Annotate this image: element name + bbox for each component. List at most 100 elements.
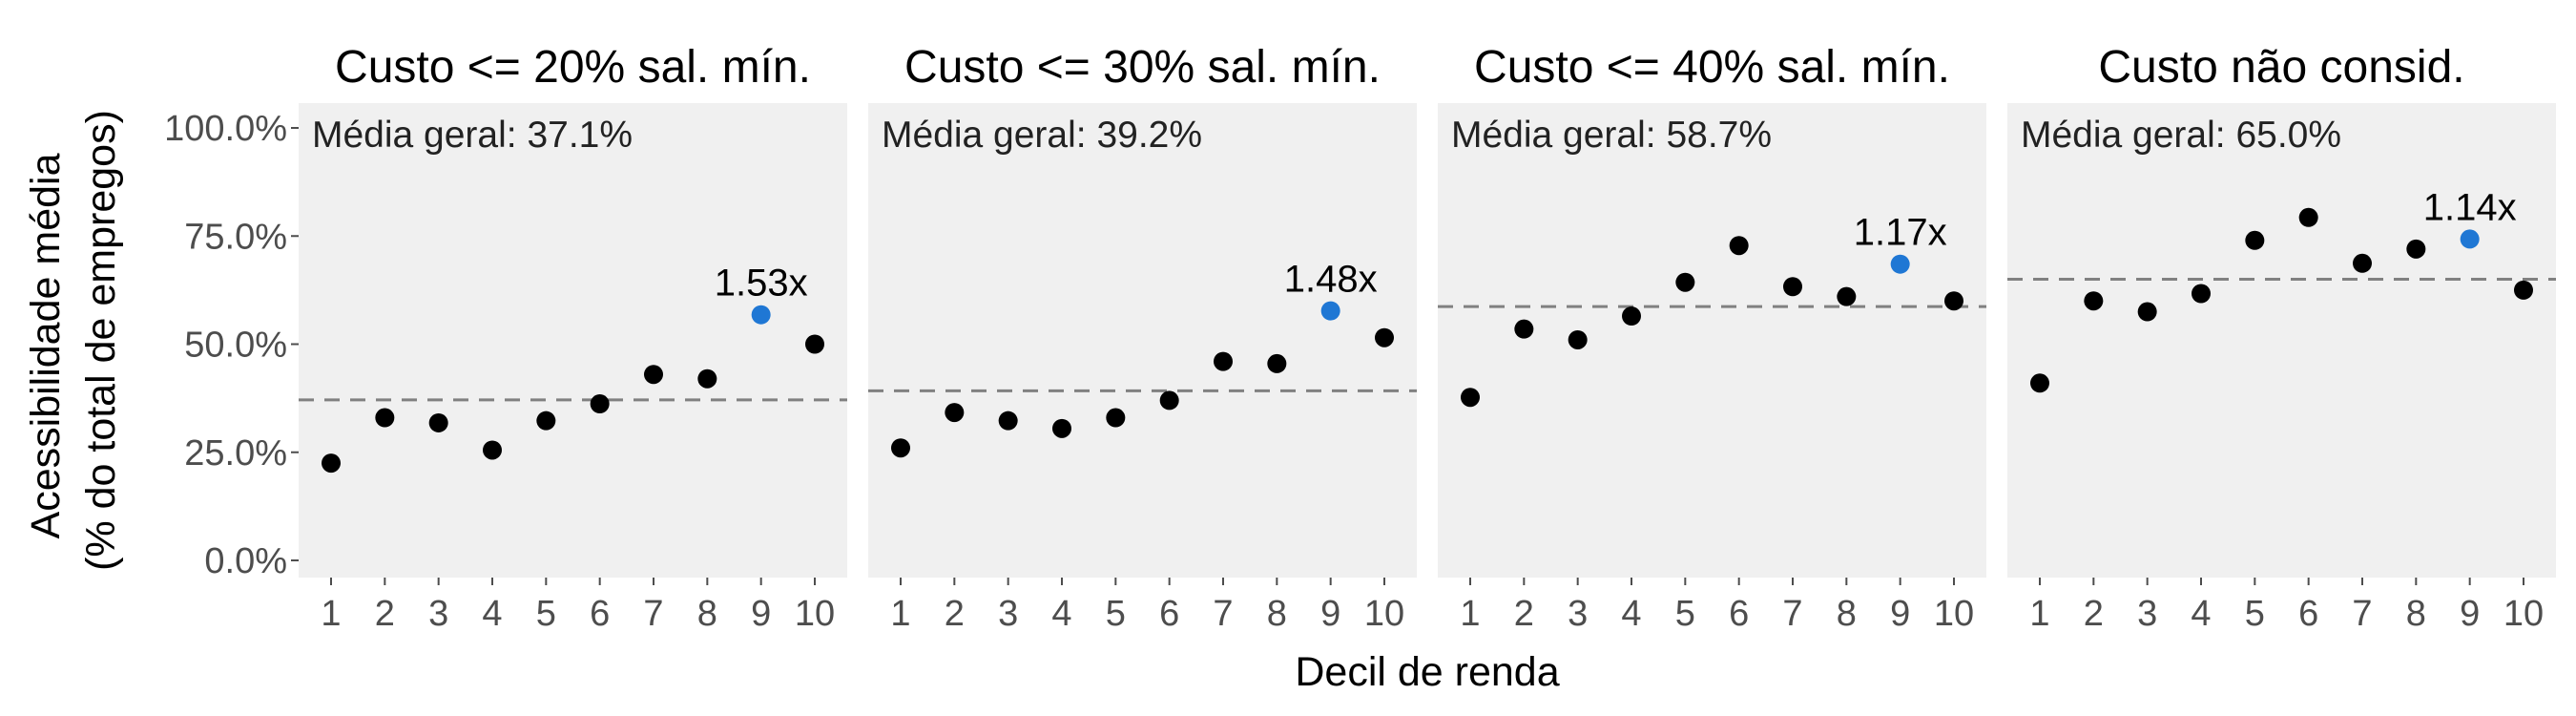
facet-panel: Custo <= 30% sal. mín. Média geral: 39.2%…	[868, 42, 1417, 634]
x-tick-label: 1	[321, 594, 341, 634]
facet-panel: Custo não consid. Média geral: 65.0% 1 2 3 4 5…	[2007, 42, 2556, 634]
data-point	[945, 403, 965, 423]
highlight-point	[1320, 301, 1340, 321]
data-point	[2137, 302, 2157, 322]
data-point	[1675, 272, 1695, 292]
data-point	[590, 394, 610, 414]
y-tick-label: 100.0%	[164, 109, 287, 149]
data-point	[891, 438, 910, 458]
data-point	[1461, 388, 1480, 408]
panel-background	[868, 103, 1417, 578]
x-tick-label: 4	[1051, 594, 1071, 634]
x-tick-label: 5	[2245, 594, 2265, 634]
x-tick-label: 7	[1782, 594, 1802, 634]
x-tick-label: 5	[1106, 594, 1126, 634]
x-tick-label: 9	[1890, 594, 1910, 634]
x-tick-label: 10	[1364, 594, 1404, 634]
x-tick-label: 4	[1621, 594, 1641, 634]
y-tick-label: 25.0%	[184, 433, 287, 474]
x-tick-label: 3	[998, 594, 1018, 634]
x-tick-label: 6	[1159, 594, 1179, 634]
x-tick-label: 6	[2298, 594, 2318, 634]
data-point	[998, 411, 1018, 431]
data-point	[1514, 319, 1534, 339]
x-tick-label: 9	[2460, 594, 2480, 634]
panel-background	[299, 103, 847, 578]
x-tick-label: 1	[2029, 594, 2049, 634]
data-point	[322, 453, 341, 474]
data-point	[1159, 390, 1179, 411]
data-point	[1783, 277, 1802, 297]
average-annotation: Média geral: 37.1%	[312, 115, 633, 156]
x-tick-label: 7	[1213, 594, 1233, 634]
x-tick-label: 2	[375, 594, 395, 634]
x-tick-label: 9	[1320, 594, 1340, 634]
data-point	[1375, 327, 1394, 347]
x-tick-label: 10	[2503, 594, 2544, 634]
data-point	[428, 412, 448, 432]
y-tick-label: 0.0%	[204, 541, 287, 581]
x-tick-label: 5	[1675, 594, 1695, 634]
x-tick-label: 2	[1514, 594, 1534, 634]
ratio-label: 1.48x	[1284, 259, 1378, 301]
data-point	[1214, 351, 1233, 371]
y-tick-label: 50.0%	[184, 326, 287, 366]
facet-title: Custo <= 20% sal. mín.	[335, 42, 811, 93]
x-tick-label: 5	[536, 594, 556, 634]
x-tick-label: 7	[643, 594, 663, 634]
data-point	[1568, 329, 1588, 349]
x-tick-label: 6	[1729, 594, 1749, 634]
average-annotation: Média geral: 65.0%	[2021, 115, 2341, 156]
x-tick-label: 8	[697, 594, 717, 634]
x-tick-label: 4	[482, 594, 502, 634]
data-point	[2084, 291, 2104, 311]
y-axis-title-line-2: (% do total de empregos)	[78, 110, 124, 571]
data-point	[2514, 280, 2533, 300]
data-point	[1052, 418, 1071, 438]
data-point	[1944, 291, 1963, 311]
x-tick-label: 2	[2084, 594, 2104, 634]
facet-title: Custo não consid.	[2098, 42, 2464, 93]
data-point	[536, 411, 556, 431]
highlight-point	[1890, 254, 1910, 274]
data-point	[697, 369, 717, 389]
x-tick-label: 3	[1568, 594, 1588, 634]
x-tick-label: 1	[890, 594, 910, 634]
x-tick-label: 1	[1460, 594, 1480, 634]
x-tick-label: 2	[945, 594, 965, 634]
y-axis: 0.0% 25.0% 50.0% 75.0% 100.0%	[164, 109, 299, 581]
x-tick-label: 6	[590, 594, 610, 634]
data-point	[1267, 353, 1287, 373]
x-axis-title: Decil de renda	[1295, 649, 1559, 695]
y-axis-title: Acessibilidade média (% do total de empr…	[23, 110, 124, 571]
x-tick-label: 3	[2137, 594, 2157, 634]
average-annotation: Média geral: 39.2%	[882, 115, 1202, 156]
data-point	[1622, 306, 1641, 326]
x-tick-label: 8	[1837, 594, 1857, 634]
facet-panels: Custo <= 20% sal. mín. Média geral: 37.1%…	[299, 42, 2556, 634]
y-tick-label: 75.0%	[184, 217, 287, 257]
highlight-point	[2460, 229, 2480, 249]
data-point	[2192, 284, 2211, 304]
x-tick-label: 3	[428, 594, 448, 634]
data-point	[805, 334, 824, 354]
panel-background	[1438, 103, 1986, 578]
ratio-label: 1.14x	[2423, 186, 2517, 228]
highlight-point	[751, 305, 771, 325]
x-tick-label: 8	[1267, 594, 1287, 634]
x-tick-label: 9	[751, 594, 771, 634]
data-point	[375, 408, 395, 428]
panel-background	[2007, 103, 2556, 578]
data-point	[644, 365, 663, 385]
x-tick-label: 7	[2352, 594, 2372, 634]
data-point	[2298, 207, 2318, 227]
data-point	[1837, 286, 1857, 306]
facet-panel: Custo <= 20% sal. mín. Média geral: 37.1%…	[299, 42, 847, 634]
facet-panel: Custo <= 40% sal. mín. Média geral: 58.7%…	[1438, 42, 1986, 634]
ratio-label: 1.17x	[1854, 212, 1947, 254]
x-tick-label: 4	[2191, 594, 2211, 634]
y-axis-title-line-1: Acessibilidade média	[23, 153, 69, 538]
x-tick-label: 10	[1934, 594, 1974, 634]
data-point	[2245, 230, 2265, 250]
